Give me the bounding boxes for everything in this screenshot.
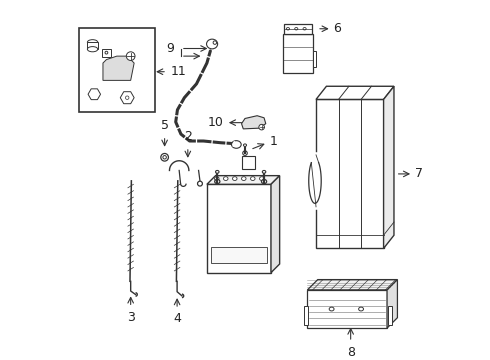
Ellipse shape	[125, 96, 129, 99]
Text: 11: 11	[171, 65, 186, 78]
Ellipse shape	[233, 177, 237, 180]
Ellipse shape	[87, 46, 98, 52]
Bar	[87, 42, 98, 49]
Bar	[283, 33, 313, 73]
Ellipse shape	[207, 39, 218, 49]
Polygon shape	[271, 176, 280, 273]
Ellipse shape	[242, 177, 246, 180]
Bar	[313, 51, 317, 67]
Ellipse shape	[259, 124, 265, 130]
Ellipse shape	[216, 170, 219, 173]
Ellipse shape	[215, 177, 219, 180]
Text: 7: 7	[415, 167, 423, 180]
Ellipse shape	[87, 40, 98, 45]
Bar	[207, 184, 271, 273]
Text: 9: 9	[166, 42, 174, 55]
Ellipse shape	[223, 177, 228, 180]
Ellipse shape	[260, 177, 264, 180]
Ellipse shape	[359, 307, 364, 311]
Ellipse shape	[126, 52, 135, 60]
Ellipse shape	[105, 51, 108, 54]
Ellipse shape	[250, 177, 255, 180]
Ellipse shape	[161, 153, 169, 161]
Bar	[284, 24, 312, 33]
Bar	[307, 290, 387, 328]
Ellipse shape	[163, 156, 167, 159]
Ellipse shape	[243, 151, 247, 156]
Bar	[304, 306, 308, 325]
Bar	[242, 156, 255, 169]
Polygon shape	[316, 86, 394, 99]
Bar	[79, 28, 155, 112]
Ellipse shape	[286, 28, 290, 30]
Ellipse shape	[244, 144, 246, 147]
Ellipse shape	[303, 28, 306, 30]
Bar	[211, 247, 267, 263]
Polygon shape	[120, 92, 134, 104]
Text: 6: 6	[333, 22, 341, 35]
Text: 10: 10	[208, 116, 223, 129]
Text: 4: 4	[173, 312, 181, 325]
Polygon shape	[103, 56, 134, 80]
Text: 2: 2	[184, 130, 192, 143]
Ellipse shape	[294, 28, 298, 30]
Bar	[388, 306, 392, 325]
Ellipse shape	[262, 170, 266, 173]
Ellipse shape	[262, 179, 267, 184]
Bar	[316, 99, 384, 248]
Polygon shape	[307, 280, 397, 290]
Text: 8: 8	[346, 346, 355, 359]
Bar	[102, 49, 111, 57]
Ellipse shape	[197, 181, 202, 186]
Polygon shape	[242, 116, 266, 129]
Ellipse shape	[213, 41, 217, 44]
Polygon shape	[88, 89, 100, 100]
Polygon shape	[387, 280, 397, 328]
Polygon shape	[384, 86, 394, 248]
Ellipse shape	[231, 141, 241, 148]
Text: 5: 5	[161, 120, 169, 132]
Ellipse shape	[215, 179, 220, 184]
Polygon shape	[207, 176, 280, 184]
Text: 3: 3	[127, 311, 135, 324]
Ellipse shape	[329, 307, 334, 311]
Text: 1: 1	[269, 135, 277, 148]
